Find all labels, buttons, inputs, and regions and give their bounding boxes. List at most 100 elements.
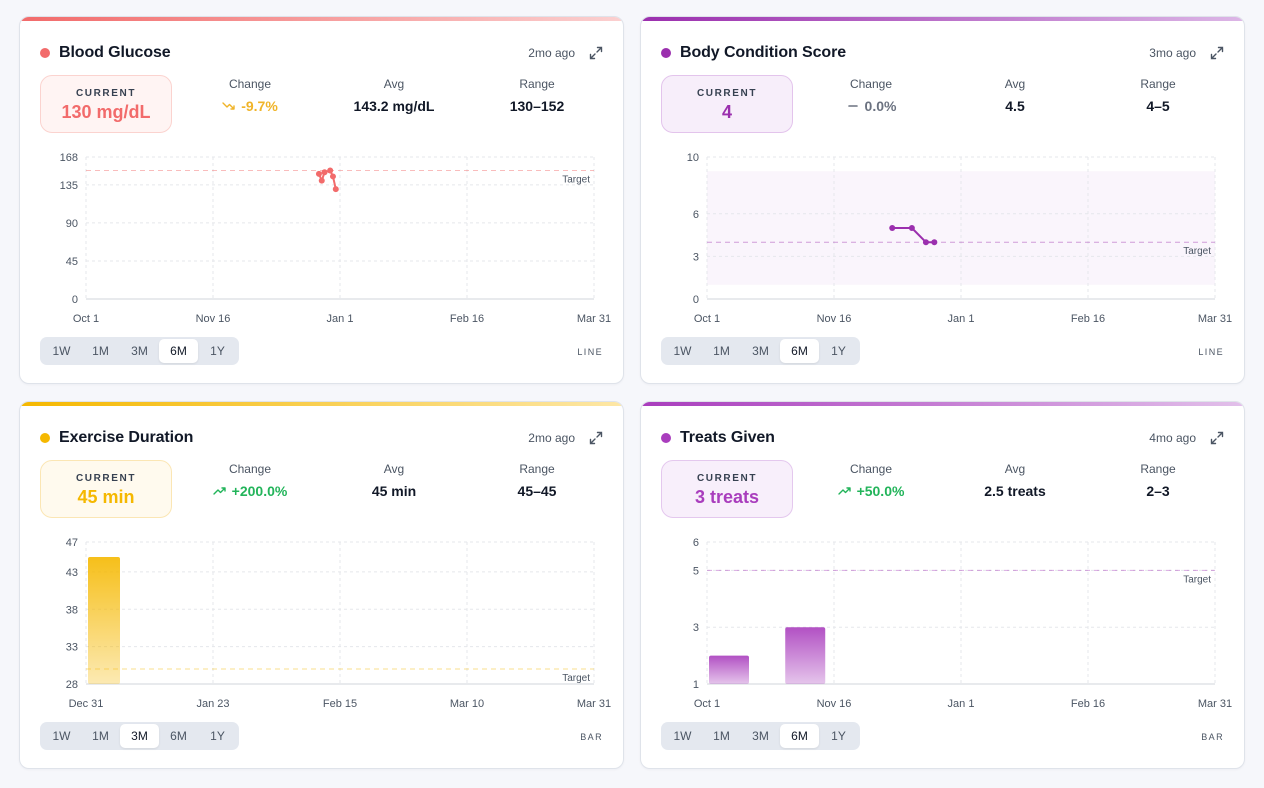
stat-avg-label: Avg bbox=[1004, 77, 1026, 91]
trend-up-icon bbox=[837, 483, 852, 499]
chart-type-label: BAR bbox=[580, 732, 603, 742]
range-option-1w[interactable]: 1W bbox=[673, 729, 692, 743]
y-tick-label: 47 bbox=[66, 537, 78, 549]
card-header: Treats Given 4mo ago bbox=[661, 426, 1224, 450]
data-point bbox=[329, 173, 336, 180]
time-range-selector: 1W 1M 3M 6M 1Y bbox=[40, 337, 239, 365]
data-point bbox=[315, 170, 322, 177]
x-tick-label: Jan 23 bbox=[196, 698, 229, 710]
range-option-3m[interactable]: 3M bbox=[752, 729, 769, 743]
card-treats-given: Treats Given 4mo ago CURRENT 3 treats Ch… bbox=[640, 401, 1245, 769]
card-accent-bar bbox=[641, 17, 1244, 21]
card-header: Body Condition Score 3mo ago bbox=[661, 41, 1224, 65]
expand-icon[interactable] bbox=[589, 431, 603, 445]
range-option-1y[interactable]: 1Y bbox=[210, 729, 225, 743]
range-option-6m[interactable]: 6M bbox=[159, 339, 198, 363]
stat-range-label: Range bbox=[1140, 462, 1176, 476]
range-option-3m[interactable]: 3M bbox=[120, 724, 159, 748]
stat-range: Range 45–45 bbox=[462, 462, 612, 499]
y-tick-label: 5 bbox=[693, 565, 699, 577]
current-label: CURRENT bbox=[696, 88, 758, 99]
time-range-selector: 1W 1M 3M 6M 1Y bbox=[661, 337, 860, 365]
y-tick-label: 0 bbox=[693, 294, 699, 306]
grid bbox=[85, 541, 595, 684]
card-title: Body Condition Score bbox=[680, 44, 847, 61]
stat-avg-value: 2.5 treats bbox=[984, 483, 1046, 499]
x-tick-label: Feb 15 bbox=[323, 698, 357, 710]
bar bbox=[709, 655, 749, 684]
range-option-1y[interactable]: 1Y bbox=[210, 344, 225, 358]
y-tick-label: 38 bbox=[66, 604, 78, 616]
range-option-1y[interactable]: 1Y bbox=[831, 729, 846, 743]
range-option-1w[interactable]: 1W bbox=[673, 344, 692, 358]
range-option-1m[interactable]: 1M bbox=[92, 729, 109, 743]
range-option-1m[interactable]: 1M bbox=[92, 344, 109, 358]
stat-range: Range 130–152 bbox=[462, 77, 612, 114]
expand-icon[interactable] bbox=[1210, 431, 1224, 445]
data-point bbox=[931, 239, 938, 246]
range-option-3m[interactable]: 3M bbox=[131, 344, 148, 358]
card-exercise-duration: Exercise Duration 2mo ago CURRENT 45 min… bbox=[19, 401, 624, 769]
metric-color-dot bbox=[661, 433, 671, 443]
time-range-selector: 1W 1M 3M 6M 1Y bbox=[661, 722, 860, 750]
stat-change: Change -9.7% bbox=[175, 77, 325, 114]
x-tick-label: Oct 1 bbox=[694, 313, 720, 325]
card-header: Blood Glucose 2mo ago bbox=[40, 41, 603, 65]
card-accent-bar bbox=[641, 402, 1244, 406]
last-updated: 2mo ago bbox=[528, 431, 575, 445]
y-tick-label: 3 bbox=[693, 622, 699, 634]
range-option-1m[interactable]: 1M bbox=[713, 729, 730, 743]
expand-icon[interactable] bbox=[1210, 46, 1224, 60]
y-tick-label: 43 bbox=[66, 567, 78, 579]
stat-change-value: -9.7% bbox=[175, 98, 325, 114]
x-tick-label: Feb 16 bbox=[450, 313, 484, 325]
expand-icon[interactable] bbox=[589, 46, 603, 60]
stat-change-value: 0.0% bbox=[796, 98, 946, 114]
metric-color-dot bbox=[40, 433, 50, 443]
trend-flat-icon bbox=[846, 98, 860, 114]
stat-avg: Avg 2.5 treats bbox=[940, 462, 1090, 499]
range-option-6m[interactable]: 6M bbox=[170, 729, 187, 743]
data-point bbox=[327, 167, 334, 174]
bar bbox=[88, 556, 120, 684]
x-tick-label: Nov 16 bbox=[817, 313, 852, 325]
trend-up-icon bbox=[212, 483, 227, 499]
range-option-1y[interactable]: 1Y bbox=[831, 344, 846, 358]
range-option-1w[interactable]: 1W bbox=[52, 729, 71, 743]
blood-glucose-chart: 0 45 90 135 168 Oct 1 Nov 16 Jan 1 Feb 16 Mar 31 T… bbox=[60, 152, 611, 325]
stat-range-label: Range bbox=[519, 462, 555, 476]
card-accent-bar bbox=[20, 17, 623, 21]
exercise-duration-chart: 28 33 38 43 47 Dec 31 Jan 23 Feb 15 Mar 10 Mar 31… bbox=[66, 537, 611, 710]
stat-change-value: +50.0% bbox=[796, 483, 946, 499]
x-tick-label: Oct 1 bbox=[694, 698, 720, 710]
range-option-1m[interactable]: 1M bbox=[713, 344, 730, 358]
stat-avg-value: 45 min bbox=[371, 483, 417, 499]
stat-range-value: 4–5 bbox=[1146, 98, 1170, 114]
y-tick-label: 45 bbox=[66, 256, 78, 268]
stat-change: Change 0.0% bbox=[796, 77, 946, 114]
bar bbox=[785, 627, 826, 684]
card-title: Exercise Duration bbox=[59, 429, 194, 446]
stat-avg-label: Avg bbox=[383, 77, 405, 91]
range-option-6m[interactable]: 6M bbox=[780, 339, 819, 363]
current-value-box: CURRENT 45 min bbox=[40, 460, 172, 518]
stat-range-value: 45–45 bbox=[517, 483, 557, 499]
stat-range: Range 2–3 bbox=[1083, 462, 1233, 499]
range-option-3m[interactable]: 3M bbox=[752, 344, 769, 358]
grid bbox=[706, 541, 1216, 684]
range-option-6m[interactable]: 6M bbox=[780, 724, 819, 748]
range-option-1w[interactable]: 1W bbox=[52, 344, 71, 358]
stat-change-value: +200.0% bbox=[175, 483, 325, 499]
treats-given-chart: 1 3 5 6 Oct 1 Nov 16 Jan 1 Feb 16 Mar 31 Target bbox=[693, 537, 1232, 710]
last-updated: 3mo ago bbox=[1149, 46, 1196, 60]
series-line bbox=[892, 227, 935, 244]
current-value-box: CURRENT 3 treats bbox=[661, 460, 793, 518]
last-updated: 2mo ago bbox=[528, 46, 575, 60]
stat-avg-label: Avg bbox=[1004, 462, 1026, 476]
current-value: 4 bbox=[721, 102, 732, 122]
data-point bbox=[908, 225, 915, 231]
x-tick-label: Feb 16 bbox=[1071, 313, 1105, 325]
stat-range-value: 130–152 bbox=[509, 98, 565, 114]
stat-avg: Avg 143.2 mg/dL bbox=[319, 77, 469, 114]
x-tick-label: Mar 31 bbox=[577, 698, 611, 710]
